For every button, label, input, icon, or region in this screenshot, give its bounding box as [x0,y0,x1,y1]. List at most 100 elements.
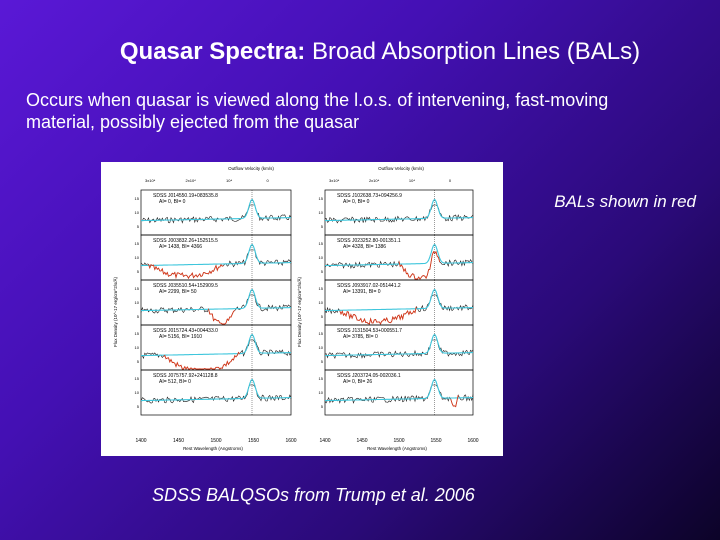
slide-body-text: Occurs when quasar is viewed along the l… [26,90,609,132]
bal-trough [148,264,224,280]
y-tick-label: 5 [137,314,140,319]
title-bold: Quasar Spectra: [119,38,306,65]
y-tick-label: 10 [135,300,140,305]
y-tick-label: 15 [319,376,324,381]
top-tick-label: 10⁴ [409,178,415,183]
bal-trough [339,306,417,325]
panel-object-id: SDSS J131504.53+000551.7 [337,328,402,334]
top-tick-label: 10⁴ [226,178,232,183]
x-tick-label: 1500 [210,438,221,444]
top-tick-label: 0 [449,178,452,183]
continuum-fit [141,288,291,312]
panel-bal-indices: AI= 0, BI= 26 [343,379,372,385]
x-tick-label: 1450 [356,438,367,444]
y-tick-label: 15 [319,286,324,291]
continuum-fit [325,333,473,357]
x-tick-label: 1550 [248,438,259,444]
y-tick-label: 10 [135,255,140,260]
continuum-fit [325,198,473,222]
y-tick-label: 5 [137,359,140,364]
panel-object-id: SDSS J075757.92+241128.8 [153,373,218,379]
y-tick-label: 15 [135,376,140,381]
bal-trough [450,395,459,408]
panel-bal-indices: AI= 0, BI= 0 [343,199,370,205]
y-tick-label: 10 [319,345,324,350]
top-tick-label: 0 [267,178,270,183]
y-tick-label: 15 [319,241,324,246]
y-axis-label-left: Flux Density (10^-17 erg/cm^2/s/Å) [112,277,118,347]
y-tick-label: 5 [321,269,324,274]
y-tick-label: 10 [319,300,324,305]
panel-bal-indices: AI= 3785, BI= 0 [343,334,378,340]
panel-object-id: SDSS J003832.26+152515.5 [153,238,218,244]
y-tick-label: 5 [321,314,324,319]
x-axis-label-left: Rest Wavelength (Angstroms) [183,446,243,451]
y-tick-label: 15 [135,196,140,201]
panel-bal-indices: AI= 13391, BI= 0 [343,289,381,295]
panel-bal-indices: AI= 512, BI= 0 [159,379,191,385]
top-axis-label-left: Outflow Velocity (km/s) [228,166,274,171]
x-axis-label-right: Rest Wavelength (Angstroms) [367,446,427,451]
continuum-fit [141,333,291,357]
x-tick-label: 1400 [319,438,330,444]
panel-bal-indices: AI= 2299, BI= 50 [159,289,197,295]
panel-object-id: SDSS J035510.54+152909.5 [153,283,218,289]
top-tick-label: 3x10⁴ [145,178,156,183]
bal-trough [163,351,241,370]
y-tick-label: 5 [137,269,140,274]
continuum-fit [325,288,473,312]
bal-note: BALs shown in red [554,192,696,211]
continuum-fit [325,243,473,267]
observed-spectrum [324,384,474,408]
figure-caption: SDSS BALQSOs from Trump et al. 2006 [152,485,475,505]
bal-trough [398,250,441,280]
x-tick-label: 1500 [393,438,404,444]
y-tick-label: 5 [137,224,140,229]
y-tick-label: 10 [135,390,140,395]
panel-object-id: SDSS J102638.73+094256.9 [337,193,402,199]
observed-spectrum [324,251,474,280]
continuum-fit [325,378,473,402]
title-rest: Broad Absorption Lines (BALs) [305,38,641,65]
top-tick-label: 3x10⁴ [329,178,340,183]
spectra-figure: Outflow Velocity (km/s) Outflow Velocity … [101,162,503,456]
observed-spectrum [324,204,474,224]
y-tick-label: 10 [319,390,324,395]
top-tick-label: 2x10⁴ [369,178,380,183]
continuum-fit [141,198,291,222]
y-tick-label: 10 [319,255,324,260]
x-tick-label: 1550 [430,438,441,444]
y-tick-label: 15 [135,331,140,336]
y-tick-label: 5 [137,404,140,409]
slide-title: Quasar Spectra: Broad Absorption Lines (… [0,38,720,66]
panel-object-id: SDSS J023252.80-001351.1 [337,238,401,244]
y-tick-label: 5 [321,224,324,229]
panel-bal-indices: AI= 4328, BI= 1386 [343,244,386,250]
y-tick-label: 5 [321,359,324,364]
bal-trough [208,308,236,325]
y-tick-label: 15 [319,196,324,201]
panel-object-id: SDSS J014550.19+083535.8 [153,193,218,199]
y-tick-label: 15 [319,331,324,336]
panel-object-id: SDSS J203724.05-002036.1 [337,373,401,379]
y-tick-label: 10 [135,210,140,215]
continuum-fit [141,378,291,402]
panel-bal-indices: AI= 1438, BI= 4366 [159,244,202,250]
panel-object-id: SDSS J093917.02-051441.2 [337,283,401,289]
y-tick-label: 10 [135,345,140,350]
top-tick-label: 2x10⁴ [186,178,197,183]
observed-spectrum [140,204,292,224]
x-tick-label: 1450 [173,438,184,444]
panel-bal-indices: AI= 0, BI= 0 [159,199,186,205]
y-tick-label: 5 [321,404,324,409]
spectrum-panel-frame [324,369,474,416]
x-tick-label: 1600 [285,438,296,444]
spectra-figure-svg: Outflow Velocity (km/s) Outflow Velocity … [112,166,479,451]
top-axis-label-right: Outflow Velocity (km/s) [378,166,424,171]
observed-spectrum [140,384,292,404]
y-axis-label-right: Flux Density (10^-17 erg/cm^2/s/Å) [296,277,302,347]
x-tick-label: 1600 [467,438,478,444]
panel-object-id: SDSS J015724.43+004433.0 [153,328,218,334]
x-tick-label: 1400 [135,438,146,444]
spectrum-panel-frame [140,369,292,416]
